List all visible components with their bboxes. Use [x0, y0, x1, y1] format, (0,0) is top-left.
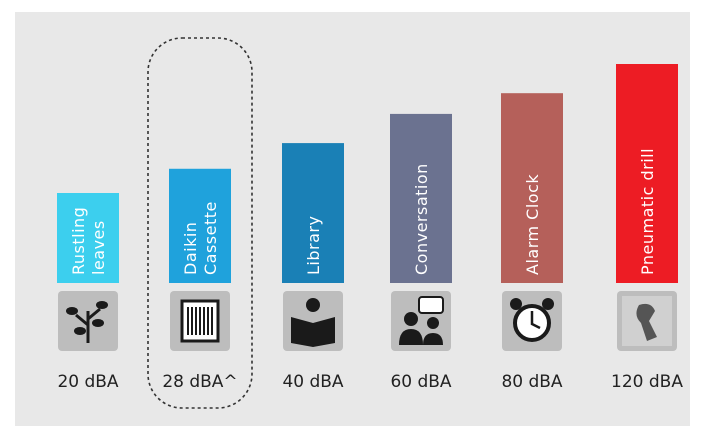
icon-head — [306, 298, 320, 312]
icon-drill — [636, 303, 657, 341]
value-label: 80 dBA — [501, 372, 562, 392]
icon-bell — [510, 298, 522, 310]
icon-body — [423, 333, 443, 345]
icon-person — [404, 312, 418, 326]
bar — [390, 113, 452, 283]
icon — [617, 291, 677, 351]
icon — [283, 291, 343, 351]
bar — [57, 193, 119, 283]
bar-label: Daikin — [181, 222, 200, 275]
highlight-outline — [147, 37, 253, 409]
bar-label: Library — [304, 216, 323, 275]
icon — [58, 291, 118, 351]
icon — [502, 291, 562, 351]
value-label: 40 dBA — [282, 372, 343, 392]
bar — [169, 168, 231, 283]
icon-bubble — [418, 296, 444, 314]
bar-label: Cassette — [201, 201, 220, 275]
icon-leaf — [92, 319, 104, 327]
icon — [170, 291, 230, 351]
bar — [282, 143, 344, 283]
icon-leaf — [96, 301, 108, 309]
icon-person — [427, 317, 439, 329]
icon-leaf — [74, 327, 86, 335]
bar-label: Rustling — [69, 207, 88, 275]
icon-book — [291, 317, 335, 347]
bar-label: Pneumatic drill — [638, 148, 657, 275]
bar-label: Alarm Clock — [523, 174, 542, 275]
bar — [501, 93, 563, 283]
icon-body — [399, 329, 423, 345]
value-label: 120 dBA — [611, 372, 683, 392]
value-label: 60 dBA — [390, 372, 451, 392]
value-label: 20 dBA — [57, 372, 118, 392]
icon-plant — [75, 307, 101, 343]
bar — [616, 64, 678, 283]
icon-bell — [542, 298, 554, 310]
panel — [15, 12, 690, 426]
icon-leaf — [66, 307, 78, 315]
bar-label: leaves — [89, 220, 108, 275]
value-label: 28 dBA^ — [162, 372, 237, 392]
icon-hands — [530, 311, 541, 330]
bar-label: Conversation — [412, 163, 431, 275]
icon — [391, 291, 451, 351]
